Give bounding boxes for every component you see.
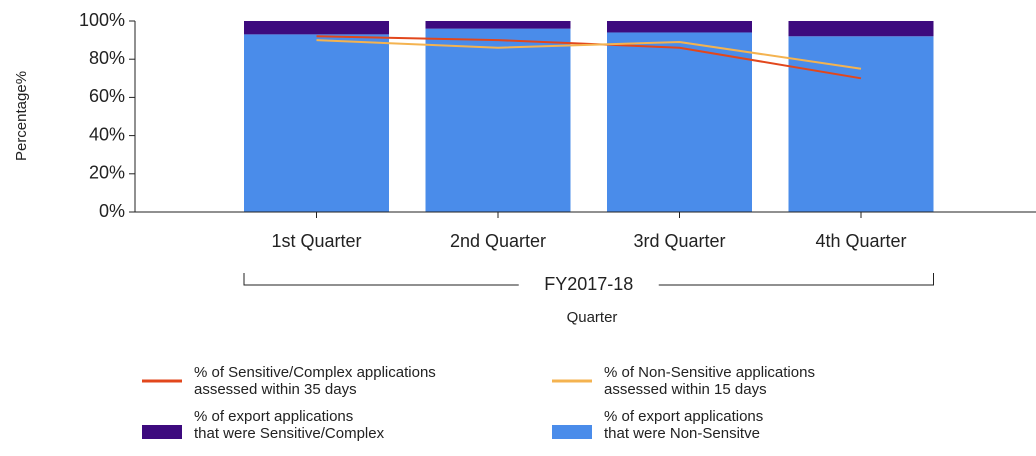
bar-segment	[244, 34, 389, 213]
legend-label: % of export applications that were Sensi…	[194, 408, 385, 442]
bar-segment	[788, 36, 934, 212]
y-tick-label: 80%	[89, 48, 125, 68]
y-tick-label: 40%	[89, 124, 125, 144]
y-tick-label: 20%	[89, 163, 125, 183]
bar-segment	[425, 21, 571, 29]
x-tick-label: 1st Quarter	[271, 231, 361, 251]
bar-segment	[607, 21, 752, 33]
bar-segment	[244, 21, 389, 35]
legend-label: % of Sensitive/Complex applications asse…	[194, 364, 436, 398]
group-bracket	[243, 273, 934, 286]
bar-segment	[788, 21, 934, 37]
legend-label: % of Non-Sensitive applications assessed…	[604, 364, 815, 398]
bar-segment	[607, 32, 752, 213]
legend-swatch	[142, 425, 182, 439]
y-axis-title: Percentage%	[13, 71, 30, 161]
line-series	[316, 39, 862, 70]
y-tick-label: 0%	[99, 201, 125, 221]
legend-label: % of export applications that were Non-S…	[604, 408, 764, 442]
group-label: FY2017-18	[544, 274, 633, 294]
y-tick-label: 60%	[89, 86, 125, 106]
x-tick-label: 4th Quarter	[815, 231, 906, 251]
y-tick-label: 100%	[79, 10, 125, 30]
x-tick-label: 2nd Quarter	[450, 231, 546, 251]
bar-segment	[425, 28, 571, 212]
x-axis-title: Quarter	[567, 309, 618, 326]
legend-swatch	[552, 425, 592, 439]
x-tick-label: 3rd Quarter	[633, 231, 725, 251]
